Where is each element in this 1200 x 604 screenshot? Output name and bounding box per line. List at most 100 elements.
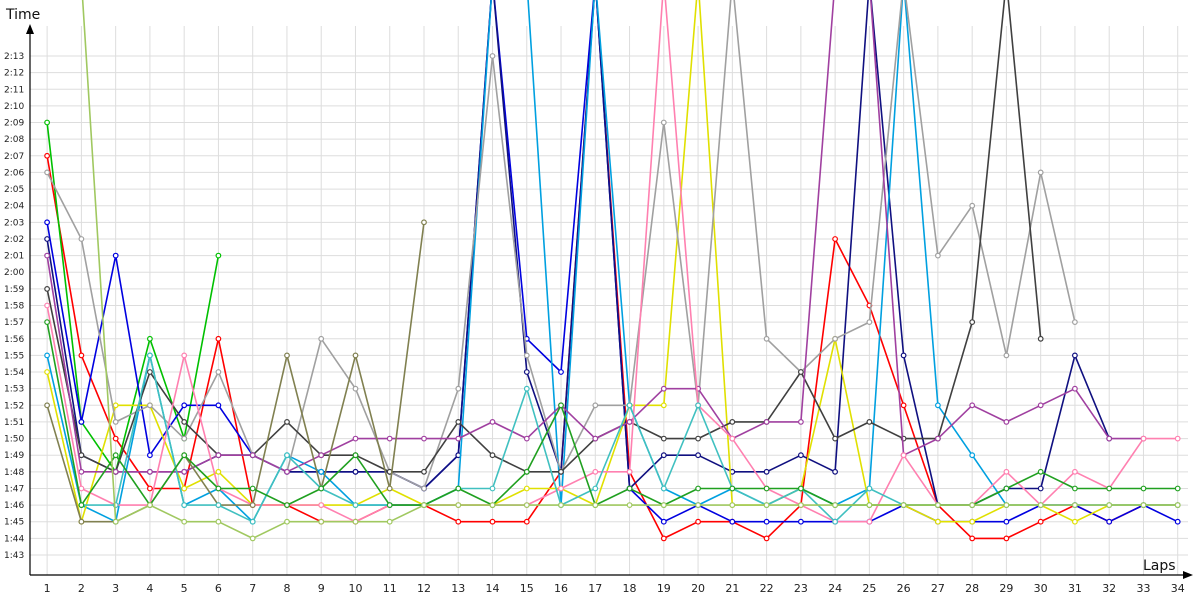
data-point [181,419,188,425]
y-tick-label: 1:48 [4,468,24,478]
data-point [489,485,496,492]
x-tick-label: 12 [417,582,431,595]
data-point [626,468,633,475]
y-tick-label: 2:12 [4,69,24,79]
x-tick-label: 17 [588,582,602,595]
data-point [1174,435,1181,442]
data-point [318,335,325,342]
data-point [626,485,633,492]
x-tick-label: 11 [383,582,397,595]
y-tick-label: 2:01 [4,252,24,262]
data-point [1140,435,1147,442]
data-point [558,502,564,509]
data-point [78,502,85,509]
data-point [318,485,325,492]
data-point [78,236,85,242]
y-axis-title: Time [5,7,40,23]
data-point [798,502,804,509]
x-tick-label: 6 [215,582,222,595]
data-point [215,452,222,459]
x-tick-label: 20 [691,582,705,595]
x-tick-label: 32 [1102,582,1116,595]
x-tick-label: 10 [348,582,362,595]
data-point [1003,502,1010,509]
data-point [660,502,667,509]
data-point [249,518,256,525]
data-point [455,485,462,492]
data-point [660,485,667,492]
data-point [660,402,667,409]
data-point [284,468,290,475]
data-point [112,435,119,442]
data-point [181,435,188,442]
data-point [935,435,941,442]
data-point [695,502,701,509]
data-point [969,535,976,542]
data-point [44,169,50,176]
data-point [935,252,941,259]
data-point [249,502,256,509]
data-point [900,402,907,409]
y-tick-label: 1:43 [4,551,24,561]
data-point [44,369,50,375]
series-line [46,321,1178,506]
x-tick-label: 30 [1034,582,1048,595]
data-point [832,435,838,442]
data-point [695,485,701,492]
data-point [78,468,85,475]
data-point [284,419,290,425]
data-point [421,219,427,226]
data-point [1106,518,1113,525]
data-point [249,485,256,492]
data-point [421,485,427,492]
y-tick-label: 2:09 [4,119,24,129]
data-point [489,518,496,525]
data-point [832,335,838,342]
x-tick-label: 18 [623,582,637,595]
y-tick-label: 2:13 [4,52,24,62]
data-point [523,385,530,392]
tick-labels: 1:43 1:44 1:45 1:46 1:47 1:48 1:49 1:50 1:51 1:52… [4,52,1185,595]
data-point [729,518,736,525]
y-tick-label: 1:57 [4,318,24,328]
data-point [1140,485,1147,492]
data-point [489,53,496,59]
data-point [592,502,599,509]
data-point [215,335,222,342]
x-tick-label: 26 [897,582,911,595]
y-tick-label: 2:00 [4,268,24,278]
y-tick-label: 1:47 [4,484,24,494]
y-tick-label: 1:45 [4,518,24,528]
data-point [660,535,667,542]
y-tick-label: 1:55 [4,351,24,361]
y-tick-label: 2:08 [4,135,24,145]
data-point [558,485,564,492]
data-point [112,452,119,459]
data-point [215,252,222,259]
data-point [1037,502,1044,509]
y-tick-label: 1:46 [4,501,24,511]
data-point [523,468,530,475]
data-point [1071,319,1078,326]
data-point [112,419,119,425]
data-point [352,468,359,475]
y-tick-label: 1:49 [4,451,24,461]
data-point [215,502,222,509]
x-tick-label: 13 [451,582,465,595]
data-point [455,385,462,392]
data-point [352,435,359,442]
data-point [112,402,119,409]
data-point [489,502,496,509]
y-tick-label: 2:11 [4,85,24,95]
data-point [318,452,325,459]
data-point [1037,485,1044,492]
data-point [44,402,50,409]
data-point [866,502,873,509]
data-point [421,435,427,442]
data-point [935,518,941,525]
x-tick-label: 33 [1136,582,1150,595]
x-tick-label: 19 [657,582,671,595]
data-point [78,518,85,525]
data-point [1071,352,1078,359]
